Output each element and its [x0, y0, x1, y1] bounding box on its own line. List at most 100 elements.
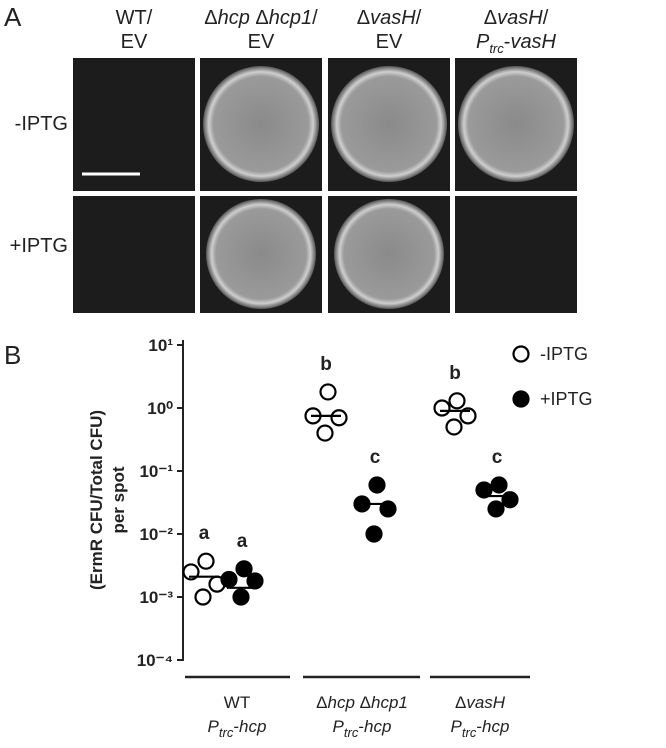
data-point [246, 572, 264, 590]
legend-label: -IPTG [540, 344, 588, 364]
y-tick-label: 10⁻² [139, 525, 173, 544]
colony [458, 66, 574, 182]
group-part: hcp1 [371, 693, 408, 712]
group-part: hcp [327, 693, 354, 712]
header-part: hcp1 [269, 7, 312, 29]
data-point [368, 476, 386, 494]
y-tick-label: 10⁻⁴ [137, 651, 173, 670]
data-point [316, 424, 334, 442]
group-part: hcp [364, 717, 391, 736]
header-part: trc [489, 41, 504, 56]
group-part: Δ [355, 693, 371, 712]
header-part: WT/ [116, 7, 153, 29]
data-point [365, 525, 383, 543]
column-header: EV [376, 31, 403, 53]
group-part: hcp [239, 717, 266, 736]
plate-images [73, 58, 577, 313]
data-point [433, 399, 451, 417]
panel-label: A [4, 2, 22, 32]
data-point [194, 588, 212, 606]
plate [455, 196, 577, 313]
y-tick-label: 10⁻³ [139, 588, 173, 607]
header-part: vasH [510, 31, 556, 53]
significance-letter: b [320, 354, 332, 375]
plate [73, 196, 195, 313]
group-part: - [476, 717, 482, 736]
y-tick-label: 10¹ [148, 336, 173, 355]
legend-label: +IPTG [540, 389, 593, 409]
row-label: -IPTG [15, 113, 68, 135]
group-label: Ptrc-hcp [451, 717, 510, 740]
significance-letter: a [199, 523, 210, 544]
group-part: trc [344, 725, 359, 740]
group-part: Δ [455, 693, 466, 712]
data-point [197, 552, 215, 570]
colony [331, 66, 447, 182]
group-part: - [233, 717, 239, 736]
header-part: EV [121, 31, 148, 53]
column-header: Ptrc-vasH [476, 31, 557, 56]
colony [334, 199, 444, 309]
significance-letter: b [449, 363, 461, 384]
data-point [487, 500, 505, 518]
plate [73, 58, 195, 191]
column-header: EV [121, 31, 148, 53]
header-part: Δ [250, 7, 269, 29]
group-label: Δhcp Δhcp1 [316, 693, 408, 712]
header-part: EV [376, 31, 403, 53]
column-header: ΔvasH/ [357, 7, 422, 29]
legend-marker [512, 390, 530, 408]
panel-label: B [4, 340, 21, 370]
column-header: EV [248, 31, 275, 53]
significance-letter: c [370, 447, 381, 468]
group-part: P [333, 717, 345, 736]
colony [203, 66, 319, 182]
y-tick-label: 10⁰ [147, 399, 173, 418]
data-point [330, 409, 348, 427]
header-part: - [504, 31, 511, 53]
header-part: / [416, 7, 422, 29]
legend-marker [512, 345, 530, 363]
group-part: P [451, 717, 463, 736]
column-header: WT/ [116, 7, 153, 29]
y-axis-label: per spot [109, 466, 128, 533]
header-part: Δ [484, 7, 497, 29]
header-part: / [543, 7, 549, 29]
header-part: EV [248, 31, 275, 53]
data-point [319, 383, 337, 401]
header-part: Δ [204, 7, 217, 29]
column-header: ΔvasH/ [484, 7, 549, 29]
group-label: Ptrc-hcp [333, 717, 392, 740]
header-part: hcp [218, 7, 250, 29]
data-point [501, 491, 519, 509]
group-label: ΔvasH [455, 693, 506, 712]
group-part: WT [224, 693, 250, 712]
header-part: Δ [357, 7, 370, 29]
data-point [232, 588, 250, 606]
significance-letter: a [237, 531, 248, 552]
significance-letter: c [492, 447, 503, 468]
header-part: vasH [497, 7, 543, 29]
data-point [445, 418, 463, 436]
row-label: +IPTG [10, 235, 68, 257]
data-point [220, 570, 238, 589]
group-part: trc [462, 725, 477, 740]
group-label: Ptrc-hcp [208, 717, 267, 740]
group-part: vasH [466, 693, 505, 712]
header-part: / [312, 7, 318, 29]
header-part: P [476, 31, 490, 53]
group-part: P [208, 717, 220, 736]
data-point [490, 476, 508, 494]
y-axis-label: (ErmR CFU/Total CFU) [87, 410, 106, 590]
colony [206, 199, 316, 309]
data-point [379, 500, 397, 518]
group-part: trc [219, 725, 234, 740]
data-point [459, 407, 477, 425]
data-point [475, 481, 493, 499]
data-point [235, 560, 253, 578]
group-part: hcp [482, 717, 509, 736]
data-point [448, 392, 466, 410]
header-part: vasH [370, 7, 416, 29]
